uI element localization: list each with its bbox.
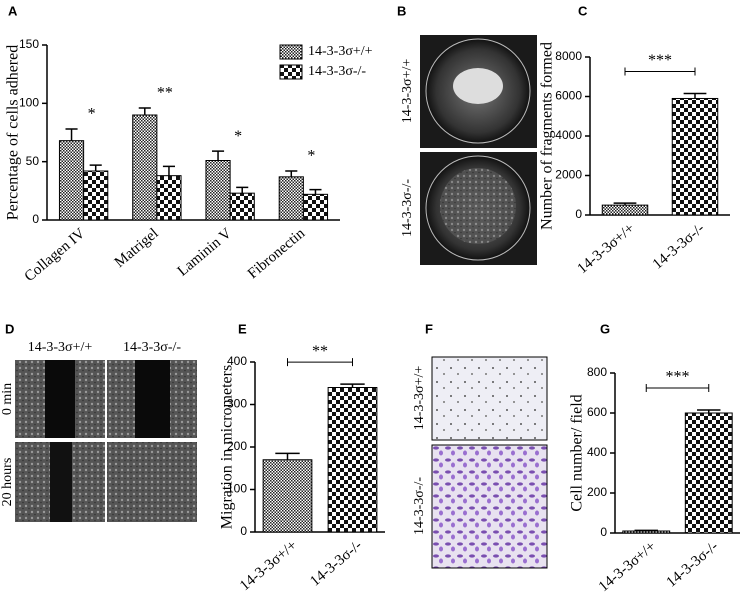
significance-label: * [88, 106, 96, 123]
y-tick-label: 150 [19, 37, 39, 51]
bar [327, 387, 378, 533]
bar [671, 97, 719, 216]
bar [132, 114, 158, 221]
error-bar [65, 128, 78, 141]
significance-label: *** [666, 369, 690, 386]
legend-swatch [279, 64, 303, 80]
y-tick-label: 0 [575, 207, 582, 221]
error-bar [211, 150, 225, 161]
error-bar [309, 188, 322, 195]
error-bar [683, 92, 707, 99]
y-tick-label: 0 [32, 212, 39, 226]
error-bar [697, 409, 721, 413]
row-label: 14-3-3σ+/+ [412, 366, 427, 431]
panel-d-images [15, 360, 197, 522]
panel-letter: G [600, 321, 610, 336]
y-tick-label: 6000 [555, 89, 582, 103]
bar [622, 530, 671, 534]
bar [684, 412, 733, 534]
bracket [287, 358, 353, 367]
error-bar [138, 107, 151, 115]
significance-label: ** [157, 85, 173, 102]
x-tick-label: Fibronectin [245, 225, 309, 282]
y-tick-label: 200 [587, 485, 607, 499]
y-tick-label: 100 [19, 96, 39, 110]
bar [278, 176, 304, 221]
y-tick-label: 8000 [555, 49, 582, 63]
row-label: 14-3-3σ-/- [400, 179, 415, 237]
bar [601, 204, 649, 216]
legend-swatch [279, 44, 303, 60]
y-tick-label: 2000 [555, 168, 582, 182]
x-tick-label: Collagen IV [22, 225, 89, 285]
x-tick-label: 14-3-3σ+/+ [237, 537, 300, 594]
y-tick-label: 0 [600, 525, 607, 539]
row-label: 0 min [0, 383, 15, 415]
y-axis-label: Number of fragments formed [539, 42, 556, 230]
y-tick-label: 300 [227, 397, 247, 411]
significance-label: * [307, 148, 315, 165]
error-bar [613, 202, 637, 206]
panel-b-images [420, 35, 537, 265]
y-axis-label: Cell number/ field [569, 394, 586, 511]
y-tick-label: 50 [26, 154, 40, 168]
y-axis-label: Percentage of cells adhered [5, 45, 22, 220]
significance-label: *** [648, 52, 672, 69]
legend-label: 14-3-3σ-/- [308, 64, 366, 79]
bar [229, 192, 255, 221]
x-tick-label: 14-3-3σ-/- [664, 538, 722, 590]
x-tick-label: 14-3-3σ+/+ [575, 220, 638, 277]
bar [302, 193, 329, 221]
row-label: 14-3-3σ+/+ [400, 59, 415, 124]
error-bar [162, 165, 176, 176]
bracket [645, 384, 710, 392]
significance-label: * [234, 128, 242, 145]
x-tick-label: 14-3-3σ+/+ [596, 538, 659, 595]
bar [58, 140, 85, 221]
bracket [624, 67, 696, 76]
x-tick-label: 14-3-3σ-/- [650, 220, 708, 272]
panel-letter: A [8, 3, 18, 18]
legend-label: 14-3-3σ+/+ [308, 44, 373, 59]
error-bar [285, 170, 298, 177]
column-label: 14-3-3σ+/+ [28, 340, 93, 355]
panel-letter: E [238, 321, 247, 336]
error-bar [236, 186, 249, 194]
panel-letter: C [578, 3, 588, 18]
y-tick-label: 800 [587, 365, 607, 379]
panel-f-images [431, 356, 548, 569]
bar [205, 160, 231, 221]
error-bar [275, 452, 300, 460]
y-tick-label: 0 [240, 524, 247, 538]
row-label: 20 hours [0, 458, 15, 507]
x-tick-label: 14-3-3σ-/- [307, 537, 365, 589]
y-tick-label: 400 [227, 354, 247, 368]
column-label: 14-3-3σ-/- [123, 340, 181, 355]
y-tick-label: 100 [227, 482, 247, 496]
bar [83, 170, 109, 221]
y-tick-label: 200 [227, 439, 247, 453]
error-bar [340, 383, 365, 388]
x-tick-label: Matrigel [112, 225, 162, 270]
y-axis-label: Migration in micrometers [219, 365, 236, 529]
bar [262, 459, 313, 533]
row-label: 14-3-3σ-/- [412, 477, 427, 535]
y-tick-label: 600 [587, 405, 607, 419]
panel-letter: D [5, 321, 14, 336]
y-tick-label: 400 [587, 445, 607, 459]
panel-letter: B [397, 3, 406, 18]
panel-letter: F [425, 321, 433, 336]
significance-label: ** [312, 343, 328, 360]
error-bar [634, 529, 658, 532]
error-bar [89, 164, 102, 171]
bar [156, 175, 182, 221]
y-tick-label: 4000 [555, 128, 582, 142]
x-tick-label: Laminin V [175, 225, 235, 279]
